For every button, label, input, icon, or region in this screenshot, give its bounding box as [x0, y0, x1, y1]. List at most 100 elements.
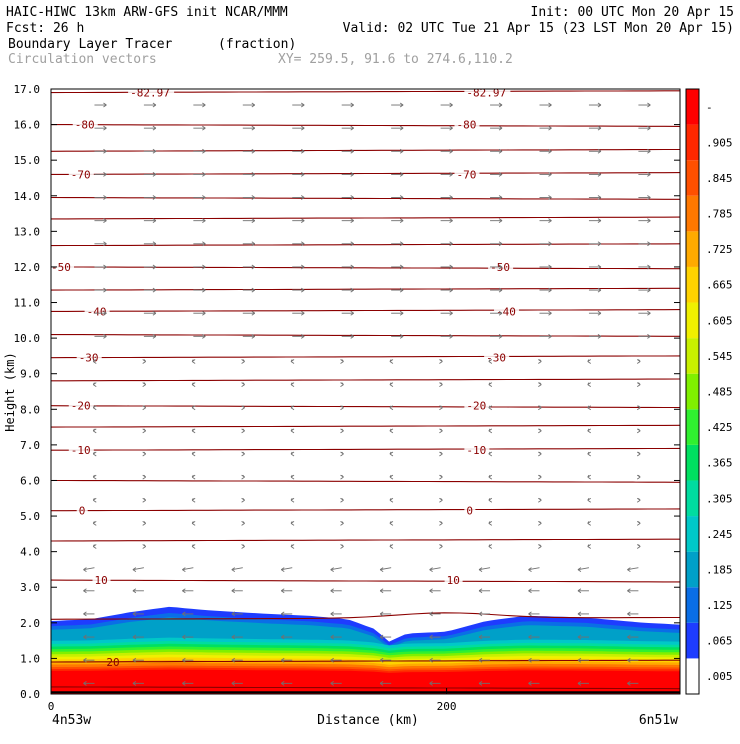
vector-arrowhead: [478, 634, 483, 640]
colorbar-swatch: [686, 444, 699, 481]
colorbar-swatch: [686, 658, 699, 694]
vector-arrowhead: [202, 148, 206, 154]
colorbar-swatch: [686, 622, 699, 659]
contour-label-bg: [68, 168, 94, 181]
vector-arrowhead: [182, 680, 186, 686]
vector-arrowhead: [83, 680, 87, 686]
header-model-title: HAIC-HIWC 13km ARW-GFS init NCAR/MMM: [6, 5, 288, 20]
y-tick-label: 16.0: [14, 119, 41, 132]
vector-arrowhead: [251, 241, 256, 247]
vector-arrowhead: [439, 451, 443, 457]
colorbar-swatch: [686, 373, 699, 410]
temperature-contour: [50, 424, 681, 428]
vector-arrowhead: [389, 497, 394, 503]
contour-label-bg: [454, 118, 480, 131]
vector-arrowhead: [498, 195, 503, 200]
vector-arrowhead: [231, 567, 236, 573]
header-field-units: (fraction): [218, 37, 296, 52]
vector-arrowhead: [290, 405, 295, 411]
vector-arrowhead: [647, 287, 651, 293]
vector-arrowhead: [290, 474, 295, 480]
vector-arrowhead: [290, 359, 295, 364]
vector-arrowhead: [280, 657, 285, 663]
vector-arrowhead: [103, 125, 107, 131]
vector-arrowhead: [577, 634, 582, 640]
vector-arrowhead: [647, 148, 651, 154]
vector-arrowhead: [597, 102, 602, 108]
colorbar-label: .725: [706, 243, 733, 256]
temperature-contour: [50, 538, 680, 542]
vector-arrowhead: [498, 148, 503, 154]
vector-arrow: [478, 567, 491, 571]
vector-arrowhead: [627, 657, 631, 663]
vector-arrowhead: [587, 405, 591, 411]
vector-arrowhead: [231, 588, 236, 594]
vector-arrowhead: [202, 218, 206, 224]
vector-arrowhead: [142, 521, 146, 526]
vector-arrowhead: [251, 148, 256, 154]
header-valid-time: Valid: 02 UTC Tue 21 Apr 15 (23 LST Mon …: [343, 21, 734, 36]
vector-arrowhead: [202, 264, 206, 270]
vector-arrowhead: [548, 218, 552, 224]
contour-label-bg: [464, 444, 490, 457]
vector-arrowhead: [251, 264, 256, 270]
temperature-contour: [51, 479, 681, 483]
vector-arrowhead: [152, 241, 157, 247]
vector-arrowhead: [498, 287, 503, 293]
colorbar-label: .485: [706, 386, 733, 399]
vector-arrowhead: [538, 359, 542, 364]
y-tick-label: 14.0: [14, 190, 41, 203]
vector-arrowhead: [478, 680, 483, 686]
vector-arrowhead: [280, 680, 285, 686]
vector-arrowhead: [548, 264, 552, 270]
vector-arrowhead: [300, 125, 305, 131]
temperature-contour: [50, 612, 680, 620]
vector-arrowhead: [350, 148, 354, 154]
vector-arrowhead: [399, 172, 404, 177]
vector-arrowhead: [330, 611, 334, 617]
contour-label-bg: [464, 86, 511, 99]
vector-arrowhead: [300, 287, 305, 293]
vector-arrowhead: [498, 333, 503, 339]
vector-arrowhead: [142, 497, 146, 503]
vector-arrowhead: [251, 125, 256, 131]
colorbar-label: .605: [706, 314, 733, 327]
vector-arrow: [429, 567, 441, 571]
vector-arrowhead: [399, 102, 404, 108]
y-tick-label: 8.0: [20, 403, 40, 416]
vector-arrowhead: [340, 428, 344, 434]
vector-arrowhead: [498, 102, 503, 108]
colorbar-label: .005: [706, 670, 733, 683]
vector-arrowhead: [350, 195, 354, 200]
y-tick-label: 12.0: [14, 261, 41, 274]
colorbar-swatch: [686, 516, 699, 552]
vector-arrowhead: [251, 287, 256, 293]
vector-arrowhead: [132, 634, 137, 640]
colorbar-label: .125: [706, 599, 733, 612]
colorbar-swatch: [686, 124, 699, 161]
vector-arrowhead: [429, 567, 433, 573]
vector-arrowhead: [83, 588, 87, 594]
colorbar-swatch: [686, 480, 699, 517]
vector-arrowhead: [350, 241, 354, 247]
contour-label-bg: [464, 399, 490, 412]
vector-arrowhead: [498, 125, 503, 131]
vector-arrowhead: [449, 310, 453, 316]
vector-arrowhead: [439, 497, 443, 503]
vector-arrowhead: [577, 680, 582, 686]
vector-arrowhead: [300, 333, 305, 339]
vector-arrowhead: [538, 405, 542, 411]
vector-arrowhead: [251, 102, 256, 108]
vector-arrowhead: [350, 172, 354, 177]
vector-arrowhead: [290, 544, 295, 549]
contour-label-bg: [444, 574, 463, 587]
vector-arrowhead: [548, 310, 552, 316]
vector-arrowhead: [498, 264, 503, 270]
vector-arrowhead: [152, 102, 157, 108]
vector-arrowhead: [449, 195, 453, 200]
vector-arrowhead: [538, 382, 542, 387]
vector-arrowhead: [449, 264, 453, 270]
header-init-time: Init: 00 UTC Mon 20 Apr 15: [531, 5, 735, 20]
vector-arrowhead: [142, 451, 146, 457]
